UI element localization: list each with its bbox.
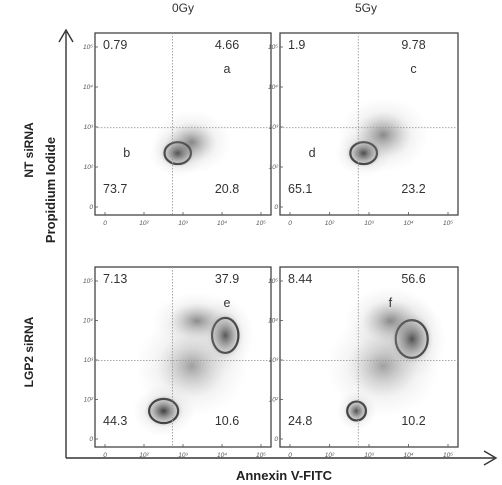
x-tick-label: 10⁵ xyxy=(443,452,453,459)
density-cluster xyxy=(167,122,217,163)
x-tick-label: 10⁴ xyxy=(217,220,227,227)
y-tick-label: 10⁴ xyxy=(83,84,93,91)
quadrant-lower-right-value: 23.2 xyxy=(401,182,425,196)
quadrant-lower-left-value: 24.8 xyxy=(288,414,312,428)
x-tick-label: 10⁴ xyxy=(403,452,413,459)
panel-3: 0 10² 10³ 10⁴ 10⁵ 0 10² 10³ 10⁴ 10⁵ 7.13 37.9 44.3 10… xyxy=(83,266,272,459)
x-tick-label: 10⁴ xyxy=(403,220,413,227)
panel-letter-secondary: b xyxy=(123,146,130,160)
y-tick-label: 10² xyxy=(269,397,279,404)
column-title-5gy: 5Gy xyxy=(355,1,377,15)
quadrant-lower-right-value: 20.8 xyxy=(215,182,239,196)
x-tick-label: 10³ xyxy=(364,452,374,459)
row-label-nt-sirna: NT siRNA xyxy=(22,122,36,178)
column-title-0gy: 0Gy xyxy=(172,1,194,15)
quadrant-lower-right-value: 10.2 xyxy=(401,414,425,428)
x-tick-label: 0 xyxy=(288,452,292,459)
quadrant-upper-right-value: 56.6 xyxy=(401,272,425,286)
x-tick-label: 10² xyxy=(139,220,149,227)
x-tick-label: 10² xyxy=(325,220,335,227)
panel-letter: f xyxy=(389,296,393,310)
panel-4: 0 10² 10³ 10⁴ 10⁵ 0 10² 10³ 10⁴ 10⁵ 8.44 56.6 24.8 10… xyxy=(268,266,459,459)
y-tick-label: 10⁴ xyxy=(268,84,278,91)
x-tick-label: 10³ xyxy=(178,220,188,227)
x-tick-label: 10⁵ xyxy=(256,452,266,459)
y-tick-label: 0 xyxy=(89,436,93,443)
y-tick-label: 10³ xyxy=(269,357,279,364)
x-tick-label: 10³ xyxy=(178,452,188,459)
row-label-lgp2-sirna: LGP2 siRNA xyxy=(22,316,36,387)
x-tick-label: 0 xyxy=(103,452,107,459)
density-cluster xyxy=(156,333,227,399)
x-tick-label: 10² xyxy=(325,452,335,459)
y-tick-label: 10² xyxy=(269,164,279,171)
y-axis-label: Propidium Iodide xyxy=(43,137,58,243)
y-axis-arrowhead xyxy=(58,28,74,43)
quadrant-lower-left-value: 65.1 xyxy=(288,182,312,196)
panel-letter-secondary: d xyxy=(309,146,316,160)
y-tick-label: 10⁵ xyxy=(83,44,93,51)
x-tick-label: 10⁵ xyxy=(443,220,453,227)
quadrant-upper-right-value: 37.9 xyxy=(215,272,239,286)
density-cluster xyxy=(354,111,412,159)
panel-1: 0 10² 10³ 10⁴ 10⁵ 0 10² 10³ 10⁴ 10⁵ 0.79 4.66 73.7 20… xyxy=(83,32,272,227)
y-tick-label: 10⁵ xyxy=(268,278,278,285)
x-tick-label: 0 xyxy=(288,220,292,227)
y-tick-label: 10⁵ xyxy=(268,44,278,51)
quadrant-upper-left-value: 8.44 xyxy=(288,272,312,286)
quadrant-lower-right-value: 10.6 xyxy=(215,414,239,428)
y-tick-label: 10⁴ xyxy=(268,318,278,325)
y-tick-label: 0 xyxy=(274,436,278,443)
quadrant-upper-left-value: 0.79 xyxy=(103,38,127,52)
quadrant-upper-right-value: 9.78 xyxy=(401,38,425,52)
quadrant-lower-left-value: 44.3 xyxy=(103,414,127,428)
panel-letter: a xyxy=(224,62,231,76)
panel-letter: e xyxy=(224,296,231,310)
x-tick-label: 10⁴ xyxy=(217,452,227,459)
quadrant-upper-left-value: 1.9 xyxy=(288,38,305,52)
x-tick-label: 10³ xyxy=(364,220,374,227)
x-tick-label: 10⁵ xyxy=(256,220,266,227)
y-tick-label: 10² xyxy=(84,164,94,171)
y-tick-label: 10⁵ xyxy=(83,278,93,285)
y-tick-label: 0 xyxy=(89,204,93,211)
panel-2: 0 10² 10³ 10⁴ 10⁵ 0 10² 10³ 10⁴ 10⁵ 1.9 9.78 65.1 23.… xyxy=(268,32,459,227)
panels-group: 0 10² 10³ 10⁴ 10⁵ 0 10² 10³ 10⁴ 10⁵ 0.79 4.66 73.7 20… xyxy=(83,32,459,459)
y-tick-label: 10⁴ xyxy=(83,318,93,325)
x-tick-label: 10² xyxy=(139,452,149,459)
x-axis-label: Annexin V-FITC xyxy=(236,468,333,483)
y-tick-label: 10² xyxy=(84,397,94,404)
quadrant-upper-left-value: 7.13 xyxy=(103,272,127,286)
x-axis-arrowhead xyxy=(483,450,498,466)
density-cluster xyxy=(347,333,419,399)
panel-letter: c xyxy=(410,62,416,76)
y-tick-label: 10³ xyxy=(84,124,94,131)
quadrant-upper-right-value: 4.66 xyxy=(215,38,239,52)
quadrant-lower-left-value: 73.7 xyxy=(103,182,127,196)
y-tick-label: 10³ xyxy=(269,124,279,131)
y-tick-label: 10³ xyxy=(84,357,94,364)
y-tick-label: 0 xyxy=(274,204,278,211)
x-tick-label: 0 xyxy=(103,220,107,227)
